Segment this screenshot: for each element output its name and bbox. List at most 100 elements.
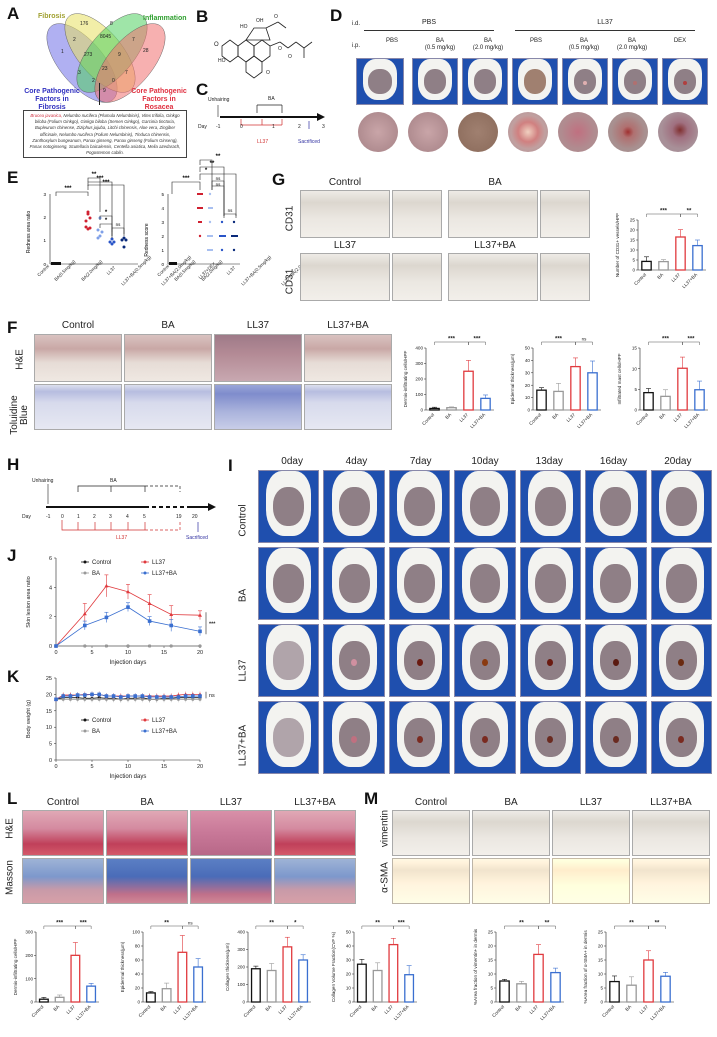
histology-image (552, 858, 630, 904)
xtick: LL37+BA(0.5mg/kg) (239, 254, 272, 287)
herb-list: Nelumbo nucifera (Plumula Nelumbinis), V… (29, 113, 181, 156)
svg-text:5: 5 (49, 742, 52, 748)
svg-text:5: 5 (90, 764, 93, 770)
svg-text:LL37+BA: LL37+BA (287, 1004, 305, 1022)
d-col-line: BA (483, 38, 492, 44)
herb-highlight: Brucea javanica, (30, 113, 63, 118)
svg-text:15: 15 (632, 346, 638, 351)
svg-text:ns: ns (209, 693, 215, 699)
svg-text:15: 15 (46, 709, 52, 715)
svg-text:100: 100 (237, 982, 245, 987)
svg-text:**: ** (216, 154, 221, 160)
svg-text:BA: BA (92, 571, 100, 577)
histology-image (190, 810, 272, 856)
g-title-ll37ba: LL37+BA (474, 240, 516, 251)
venn-count: 2 (73, 37, 76, 43)
svg-text:***: *** (182, 176, 190, 182)
svg-text:LL37+BA: LL37+BA (393, 1004, 411, 1022)
mouse-photo (462, 58, 508, 105)
svg-text:Control: Control (421, 412, 435, 426)
panel-label-d: D (330, 6, 343, 25)
mouse-photo (323, 547, 385, 620)
svg-text:***: *** (448, 337, 456, 343)
mouse-photo (412, 58, 458, 105)
svg-text:5: 5 (632, 258, 635, 263)
svg-text:LL37: LL37 (383, 1004, 394, 1015)
histology-image (274, 858, 356, 904)
f-col-ll37ba: LL37+BA (327, 320, 369, 331)
svg-text:LL37: LL37 (528, 1004, 539, 1015)
svg-text:ns: ns (228, 208, 234, 213)
svg-text:***: *** (102, 180, 110, 186)
svg-text:LL37: LL37 (670, 272, 681, 283)
svg-text:BA: BA (514, 1004, 523, 1013)
m-col-ll37: LL37 (579, 797, 603, 808)
d-col-line: BA (579, 38, 588, 44)
svg-text:O: O (288, 54, 292, 60)
svg-text:30: 30 (346, 958, 352, 963)
svg-text:20: 20 (488, 944, 494, 949)
svg-text:**: ** (269, 921, 274, 927)
svg-text:Collagen thickness(μm): Collagen thickness(μm) (225, 942, 230, 991)
svg-text:25: 25 (46, 676, 52, 682)
svg-text:0: 0 (137, 1000, 140, 1005)
svg-text:20: 20 (630, 228, 636, 233)
svg-text:**: ** (655, 921, 660, 927)
venn-count: 8 (110, 21, 113, 27)
mouse-photo-grid (258, 470, 712, 774)
chart-dermis-infiltrating-l: Dermis-infiltrating cells/HPF 0 100 200 300 C… (10, 912, 105, 1032)
svg-text:LL37: LL37 (152, 560, 166, 566)
mouse-photo (323, 624, 385, 697)
svg-text:50: 50 (525, 346, 531, 351)
svg-text:BA: BA (444, 412, 453, 421)
panel-label-m: M (364, 789, 379, 808)
venn-label-core-rosacea: Core Pathogenic Factors in Rosacea (128, 88, 190, 112)
chart-collagen-thickness: Collagen thickness(μm) 0 100 200 300 400 Contr… (222, 912, 317, 1032)
histology-image (22, 810, 104, 856)
panel-label-e: E (7, 168, 19, 187)
f-col-ba: BA (161, 320, 175, 331)
mouse-photo (388, 470, 451, 543)
histology-image (304, 384, 392, 430)
svg-text:0: 0 (30, 1000, 33, 1005)
chart-cd31-vessels: Number of CD31+ vessels/HPF 0 5 10 15 20 25 Con… (612, 200, 712, 300)
svg-text:OH: OH (256, 18, 264, 24)
svg-text:Skin lesion area ratio: Skin lesion area ratio (26, 576, 32, 627)
histology-zoom-image (540, 190, 590, 238)
panel-label-j: J (7, 546, 17, 565)
svg-text:20: 20 (598, 944, 604, 949)
mouse-photo (388, 547, 451, 620)
svg-text:***: *** (398, 921, 406, 927)
venn-diagram (20, 8, 190, 108)
svg-text:LL37+BA: LL37+BA (182, 1004, 200, 1022)
svg-text:20: 20 (197, 764, 203, 770)
svg-text:BA: BA (624, 1004, 633, 1013)
svg-text:LL37+BA: LL37+BA (683, 412, 701, 430)
svg-text:200: 200 (25, 953, 33, 958)
histology-image (392, 810, 470, 856)
g-title-control: Control (328, 177, 362, 188)
d-col: DEX (656, 38, 704, 56)
svg-text:0: 0 (634, 408, 637, 413)
svg-text:O: O (214, 42, 219, 48)
svg-text:25: 25 (488, 930, 494, 935)
svg-text:LL37: LL37 (277, 1004, 288, 1015)
svg-text:5: 5 (600, 986, 603, 991)
svg-text:Dermis-infiltrating cells/HPF: Dermis-infiltrating cells/HPF (403, 350, 408, 407)
svg-text:5: 5 (161, 192, 164, 197)
svg-text:LL37: LL37 (565, 412, 576, 423)
mouse-photo (650, 547, 712, 620)
chart-redness-score: Redness score 0 1 2 3 4 5 *** ** ** * ns ns… (140, 150, 240, 272)
panel-label-l: L (7, 789, 18, 808)
i-timepoints: 0day 4day 7day 10day 13day 16day 20day (260, 456, 710, 467)
histology-image (448, 253, 538, 301)
svg-text:LL37+BA: LL37+BA (681, 272, 699, 290)
svg-text:3: 3 (161, 220, 164, 225)
histology-image (632, 810, 710, 856)
histology-image (552, 810, 630, 856)
chart-dermis-infiltrating-f: Dermis-infiltrating cells/HPF 0 100 200 300 4… (400, 328, 500, 440)
svg-text:10: 10 (488, 972, 494, 977)
histology-image (22, 858, 104, 904)
svg-text:O: O (266, 70, 270, 76)
